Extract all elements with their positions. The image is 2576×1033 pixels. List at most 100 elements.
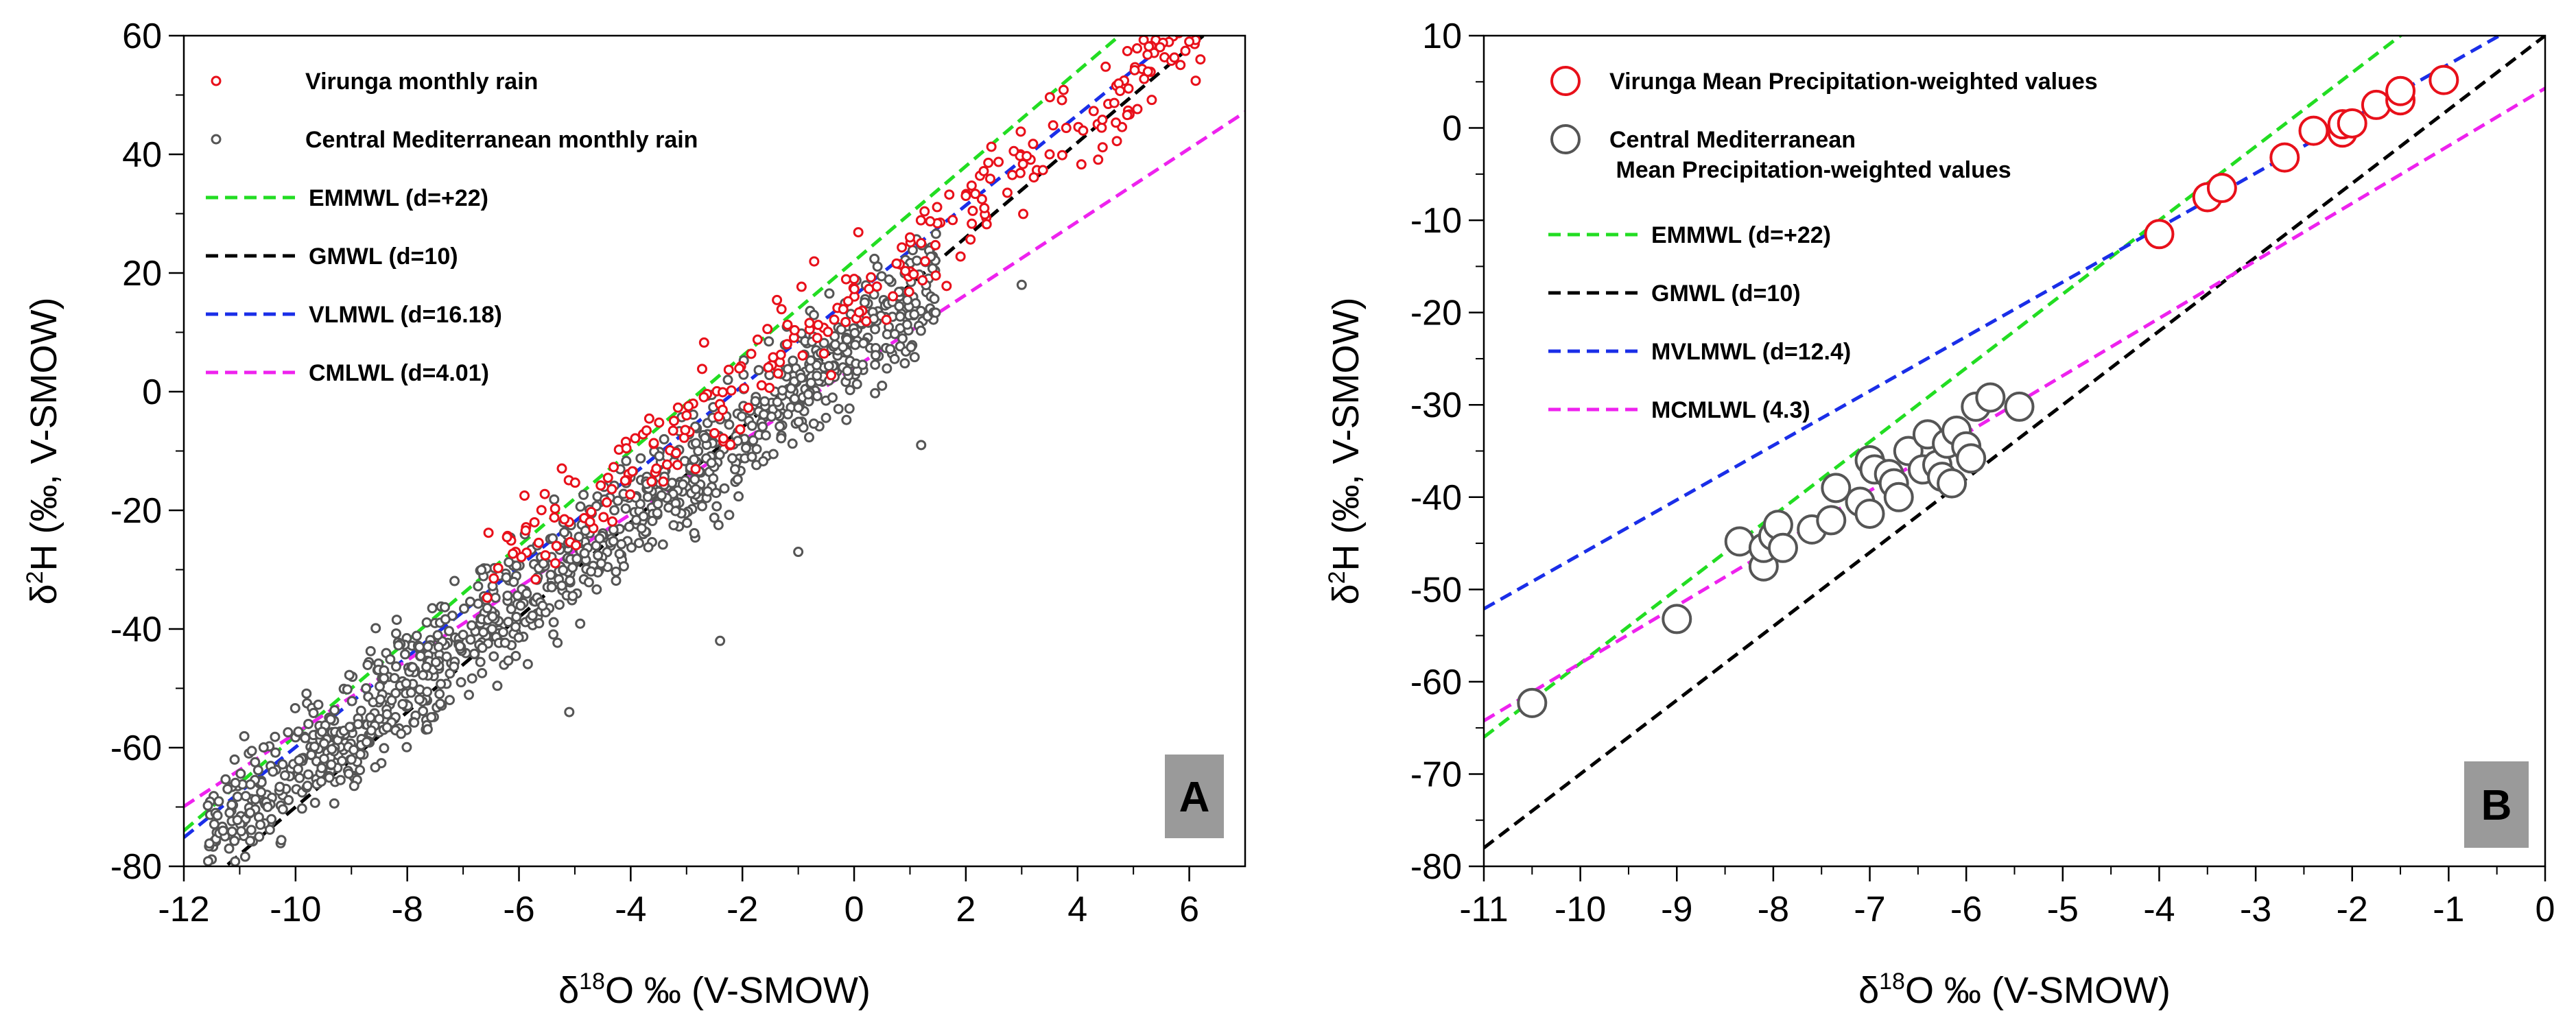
panel-a-mediterranean-point <box>858 337 869 348</box>
panel-a-mediterranean-point <box>608 524 619 535</box>
panel-a-virunga-point <box>842 296 853 307</box>
panel-a-mediterranean-point <box>235 768 246 779</box>
panel-a-virunga-point <box>1132 43 1143 54</box>
panel-a-virunga-point <box>944 189 955 200</box>
panel-b-legend-label: MCMLWL (4.3) <box>1651 397 1810 423</box>
panel-a-mediterranean-point <box>245 807 256 818</box>
panel-a-mediterranean-point <box>702 486 713 497</box>
panel-a-virunga-point <box>698 337 709 348</box>
panel-a-legend-label: VLMWL (d=16.18) <box>309 302 502 328</box>
panel-a-mediterranean-point <box>614 548 625 559</box>
panel-a-mediterranean-point <box>220 774 231 785</box>
panel-a-mediterranean-point <box>870 359 881 370</box>
panel-a-x-tick-label: -6 <box>503 890 534 929</box>
panel-a-mediterranean-point <box>224 843 235 854</box>
panel-a-virunga-point <box>984 174 995 185</box>
panel-a-mediterranean-point <box>591 584 602 595</box>
panel-a-virunga-point <box>1122 110 1133 121</box>
panel-b-mediterranean-point <box>1854 498 1885 529</box>
panel-a-mediterranean-point <box>327 744 338 755</box>
panel-a-mediterranean-point <box>836 324 847 335</box>
panel-a-virunga-point <box>607 516 618 527</box>
panel-a-mediterranean-point <box>608 536 619 547</box>
panel-a-mediterranean-point <box>217 825 228 836</box>
panel-a-mediterranean-point <box>559 527 570 538</box>
panel-a-virunga-point <box>1184 36 1195 47</box>
panel-a-mediterranean-point <box>575 618 586 629</box>
panel-a-virunga-point <box>1159 6 1168 14</box>
panel-a-mediterranean-point <box>724 419 735 430</box>
panel-a-mediterranean-point <box>224 807 235 818</box>
panel-a-virunga-point <box>519 490 530 501</box>
panel-a-virunga-point <box>1169 52 1180 63</box>
panel-a-mediterranean-point <box>502 590 513 601</box>
panel-b-legend-item: MVLMWL (d=12.4) <box>1548 339 1851 365</box>
panel-b-legend-item: Virunga Mean Precipitation-weighted valu… <box>1550 66 2098 96</box>
panel-a-virunga-point <box>1132 104 1143 115</box>
panel-a-virunga-point <box>482 592 493 603</box>
panel-a-mediterranean-point <box>885 344 896 355</box>
panel-a-mediterranean-point <box>833 403 844 414</box>
panel-b-x-tick-label: -9 <box>1661 890 1692 929</box>
panel-a-mediterranean-point <box>803 432 814 443</box>
panel-a-mediterranean-point <box>732 474 743 485</box>
panel-a-virunga-point <box>667 425 678 436</box>
panel-a-mediterranean-point <box>772 396 783 407</box>
panel-a-mediterranean-point <box>486 624 497 634</box>
panel-a-mediterranean-point <box>466 620 477 631</box>
panel-a-mediterranean-point <box>441 651 452 662</box>
panel-a-mediterranean-point <box>343 768 354 779</box>
panel-a-mediterranean-point <box>552 637 563 648</box>
panel-a-mediterranean-point <box>909 309 920 320</box>
panel-a-mediterranean-point <box>820 412 831 423</box>
panel-a-virunga-point <box>762 324 773 335</box>
panel-b-x-tick-label: -8 <box>1758 890 1789 929</box>
panel-a-y-tick-label: -60 <box>110 728 162 768</box>
panel-a-mediterranean-point <box>906 342 917 353</box>
panel-a-mediterranean-point <box>626 542 637 553</box>
panel-a-mediterranean-point <box>902 294 913 305</box>
panel-a-virunga-point <box>533 537 544 548</box>
panel-a-mediterranean-point <box>659 434 670 444</box>
panel-b-x-tick-label: -5 <box>2047 890 2079 929</box>
panel-a-virunga-point <box>539 488 550 499</box>
panel-a-mediterranean-point <box>318 753 329 764</box>
panel-b-legend-label: Central Mediterranean Mean Precipitation… <box>1609 127 2011 183</box>
panel-a-mediterranean-point <box>255 819 266 830</box>
panel-a-virunga-point <box>743 403 754 414</box>
panel-a-mediterranean-point <box>909 352 920 363</box>
panel-a-mediterranean-point <box>611 575 622 586</box>
panel-a-chart: -12 -10 -8 -6 -4 -2 0 2 4 6-80-60-40-200204060δ18… <box>22 6 1246 1011</box>
panel-a-mediterranean-point <box>433 641 444 652</box>
panel-a-mediterranean-point <box>750 396 761 407</box>
panel-a-virunga-point <box>818 348 829 359</box>
panel-a-mediterranean-point <box>681 517 692 528</box>
panel-a-mediterranean-point <box>256 787 267 798</box>
panel-a-virunga-point <box>804 318 815 329</box>
panel-a-mediterranean-point <box>213 796 224 807</box>
panel-a-mediterranean-point <box>348 744 359 755</box>
panel-a-mediterranean-point <box>316 763 327 774</box>
panel-a-virunga-point <box>598 512 609 523</box>
panel-a-virunga-point <box>917 275 928 286</box>
panel-a-legend-marker <box>211 134 222 145</box>
panel-a-virunga-point <box>601 497 612 508</box>
panel-a-virunga-point <box>752 334 763 345</box>
panel-a-mediterranean-point <box>796 372 807 383</box>
panel-b-mediterranean-point <box>1883 482 1914 512</box>
panel-a-mediterranean-point <box>805 377 816 388</box>
panel-a-mediterranean-point <box>335 774 346 785</box>
panel-a-virunga-point <box>1146 95 1157 106</box>
panel-b-y-tick-label: -60 <box>1410 663 1462 702</box>
panel-a-virunga-point <box>809 256 820 267</box>
panel-a-mediterranean-point <box>609 505 620 516</box>
panel-a-mediterranean-point <box>548 617 559 628</box>
panel-a-mediterranean-point <box>421 617 432 628</box>
panel-a-virunga-point <box>1155 42 1166 53</box>
panel-a-virunga-point <box>772 294 783 305</box>
panel-a-virunga-point <box>976 193 987 204</box>
panel-a-legend-label: Virunga monthly rain <box>305 69 538 95</box>
panel-a-mediterranean-point <box>842 366 853 377</box>
panel-a-mediterranean-point <box>748 435 759 446</box>
panel-b-x-tick-label: -6 <box>1950 890 1982 929</box>
